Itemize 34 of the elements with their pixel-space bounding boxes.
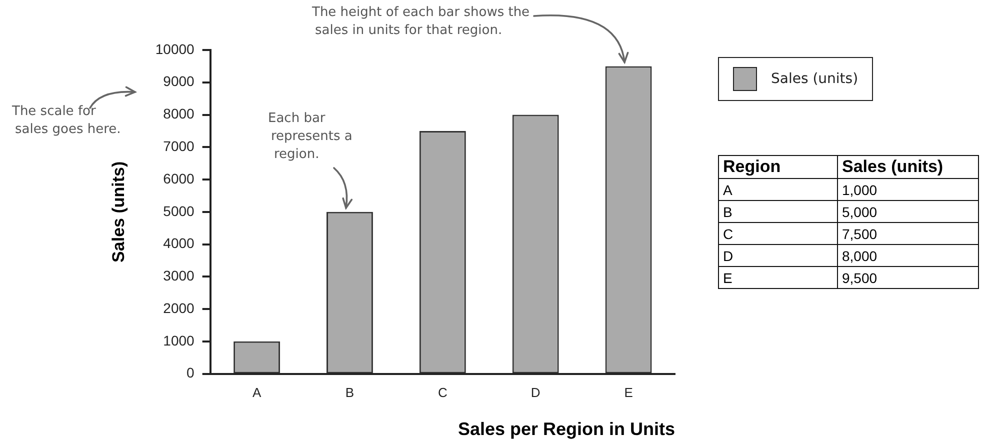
y-tick-label: 0: [186, 364, 195, 381]
text: 5,000: [838, 200, 978, 222]
text: 1,000: [838, 178, 978, 200]
text: B: [718, 200, 838, 222]
x-tick-label: E: [624, 385, 634, 400]
x-tick-label: A: [252, 385, 262, 400]
y-tick-label: 4000: [163, 235, 195, 252]
y-tick-label: 1000: [163, 332, 195, 348]
y-tick-label: 3000: [163, 268, 195, 284]
y-tick-label: 2000: [163, 300, 195, 316]
text: C: [718, 222, 838, 244]
y-tick-label: 7000: [163, 138, 195, 154]
text: Sales (units): [838, 156, 978, 178]
text: E: [718, 266, 838, 288]
text: Region: [718, 156, 838, 178]
y-tick-label: 10000: [155, 40, 195, 57]
x-tick-label: B: [345, 385, 354, 400]
text: 7,500: [838, 222, 978, 244]
text: D: [718, 244, 838, 266]
annotation: Each bar represents a region.: [268, 110, 352, 162]
text: 9,500: [838, 266, 978, 288]
annotation: The height of each bar shows the sales in units for that region.: [311, 4, 530, 38]
text: 8,000: [838, 244, 978, 266]
y-tick-label: 8000: [163, 106, 195, 122]
y-tick-label: 5000: [163, 202, 195, 219]
x-tick-label: D: [530, 385, 540, 400]
text: A: [718, 178, 838, 200]
y-tick-label: 6000: [163, 170, 195, 186]
x-tick-label: C: [438, 385, 448, 400]
text: The scale for sales goes here.: [11, 104, 121, 137]
x-axis-title: Sales per Region in Units: [458, 419, 675, 440]
legend-label: Sales (units): [771, 71, 858, 87]
y-tick-label: 9000: [163, 73, 195, 90]
y-axis-title: Sales (units): [108, 161, 128, 262]
